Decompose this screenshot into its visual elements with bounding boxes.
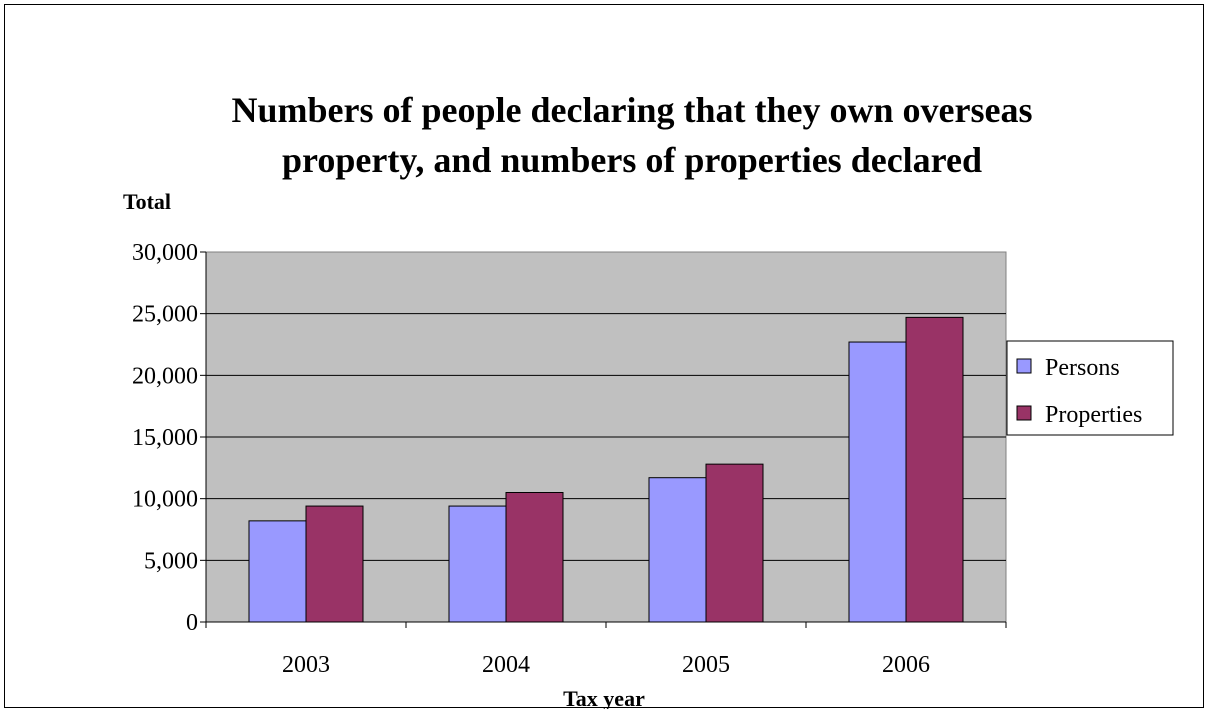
legend-swatch-persons [1016, 358, 1032, 374]
bar-properties-2003 [305, 505, 364, 623]
y-tick-label: 5,000 [144, 548, 198, 574]
y-tick-label: 0 [186, 610, 198, 636]
x-tick-label: 2003 [282, 652, 330, 678]
legend: Persons Properties [1006, 340, 1174, 436]
chart-title-line-2: property, and numbers of properties decl… [282, 140, 982, 180]
legend-swatch-properties [1016, 405, 1032, 421]
axes [205, 252, 1007, 628]
x-axis-label: Tax year [563, 686, 645, 709]
bar-persons-2004 [448, 505, 507, 623]
y-tick-label: 10,000 [132, 487, 198, 513]
y-tick-label: 20,000 [132, 363, 198, 389]
chart-title-line-1: Numbers of people declaring that they ow… [232, 90, 1033, 130]
chart-frame: Numbers of people declaring that they ow… [4, 4, 1204, 709]
bar-persons-2005 [648, 477, 707, 623]
x-tick-label: 2004 [482, 652, 530, 678]
bar-properties-2004 [505, 492, 564, 623]
x-tick-label: 2005 [682, 652, 730, 678]
bar-persons-2006 [848, 341, 907, 623]
y-tick-labels: 0 5,000 10,000 15,000 20,000 25,000 30,000 [132, 240, 198, 636]
y-tick-label: 25,000 [132, 302, 198, 328]
legend-box [1006, 340, 1174, 436]
bar-chart: Numbers of people declaring that they ow… [123, 90, 1174, 709]
bars [248, 316, 964, 623]
bar-properties-2006 [905, 316, 964, 623]
legend-label-properties: Properties [1045, 402, 1142, 428]
y-axis-label: Total [123, 189, 171, 214]
bar-properties-2005 [705, 463, 764, 623]
legend-label-persons: Persons [1045, 355, 1120, 381]
y-tick-label: 30,000 [132, 240, 198, 266]
x-tick-labels: 2003 2004 2005 2006 [282, 652, 930, 678]
y-tick-label: 15,000 [132, 425, 198, 451]
bar-persons-2003 [248, 520, 307, 623]
x-tick-label: 2006 [882, 652, 930, 678]
